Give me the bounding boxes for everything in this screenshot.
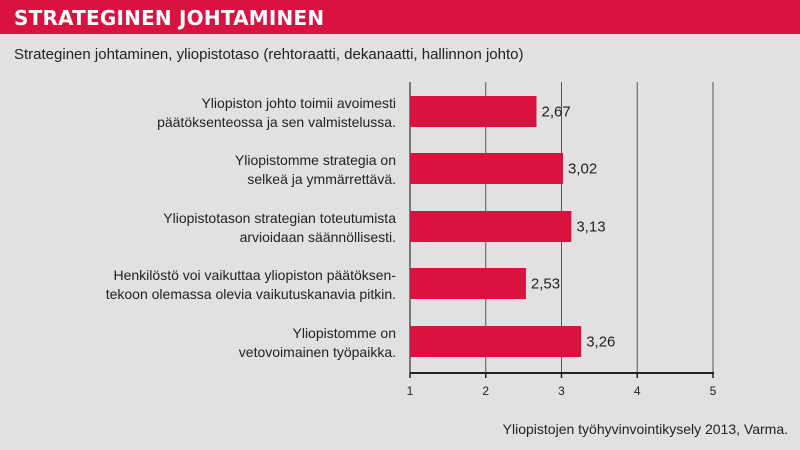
data-label: 3,26 xyxy=(586,334,615,351)
chart-subtitle: Strateginen johtaminen, yliopistotaso (r… xyxy=(14,46,524,63)
category-label: selkeä ja ymmärrettävä. xyxy=(247,171,396,187)
bar xyxy=(410,268,526,299)
category-label: Yliopiston johto toimii avoimesti xyxy=(201,95,396,111)
x-tick-label: 4 xyxy=(634,384,641,398)
bar xyxy=(410,96,537,127)
source-note: Yliopistojen työhyvinvointikysely 2013, … xyxy=(502,421,788,437)
data-label: 3,13 xyxy=(576,219,605,236)
x-tick-label: 1 xyxy=(407,384,414,398)
bar xyxy=(410,326,582,357)
title-banner: STRATEGINEN JOHTAMINEN xyxy=(0,0,800,34)
x-tick-label: 2 xyxy=(482,384,489,398)
category-label: vetovoimainen työpaikka. xyxy=(239,344,396,360)
bar xyxy=(410,153,564,184)
category-label: Yliopistotason strategian toteutumista xyxy=(163,210,396,226)
x-tick-label: 3 xyxy=(558,384,565,398)
category-label: arvioidaan säännöllisesti. xyxy=(240,229,396,245)
category-label: Yliopistomme on xyxy=(293,325,397,341)
category-label: tekoon olemassa olevia vaikutuskanavia p… xyxy=(106,286,396,302)
bar xyxy=(410,211,572,242)
x-tick-label: 5 xyxy=(710,384,717,398)
page-title: STRATEGINEN JOHTAMINEN xyxy=(14,6,325,30)
category-label: Henkilöstö voi vaikuttaa yliopiston päät… xyxy=(114,267,397,283)
category-label: Yliopistomme strategia on xyxy=(235,152,396,168)
data-label: 3,02 xyxy=(568,161,597,178)
data-label: 2,53 xyxy=(531,276,560,293)
category-label: päätöksenteossa ja sen valmistelussa. xyxy=(157,114,396,130)
data-label: 2,67 xyxy=(542,104,571,121)
